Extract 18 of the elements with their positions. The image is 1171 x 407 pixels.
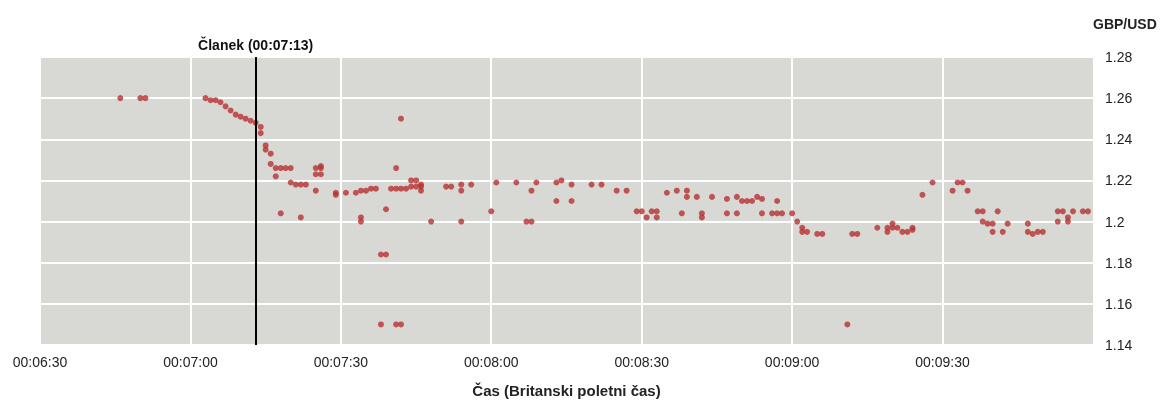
x-tick-label: 00:08:30 [614, 354, 670, 370]
x-tick-label: 00:09:00 [764, 354, 820, 370]
y-axis-title: GBP/USD [1093, 16, 1157, 32]
y-tick-label: 1.16 [1105, 295, 1133, 312]
x-tick-label: 00:07:30 [313, 354, 369, 370]
y-tick-label: 1.24 [1105, 131, 1133, 148]
ref-line-label: Članek (00:07:13) [198, 36, 314, 53]
y-tick-label: 1.14 [1105, 337, 1133, 353]
x-tick-label: 00:09:30 [915, 354, 970, 370]
y-tick-label: 1.2 [1105, 213, 1125, 230]
y-tick-label: 1.22 [1105, 172, 1133, 189]
y-tick-label: 1.28 [1105, 49, 1133, 65]
x-tick-label: 00:06:30 [12, 354, 68, 370]
x-tick-label: 00:08:00 [463, 354, 519, 370]
y-tick-label: 1.26 [1105, 90, 1133, 107]
y-tick-label: 1.18 [1105, 254, 1133, 271]
x-axis-title: Čas (Britanski poletni čas) [472, 382, 661, 399]
x-tick-label: 00:07:00 [163, 354, 218, 370]
